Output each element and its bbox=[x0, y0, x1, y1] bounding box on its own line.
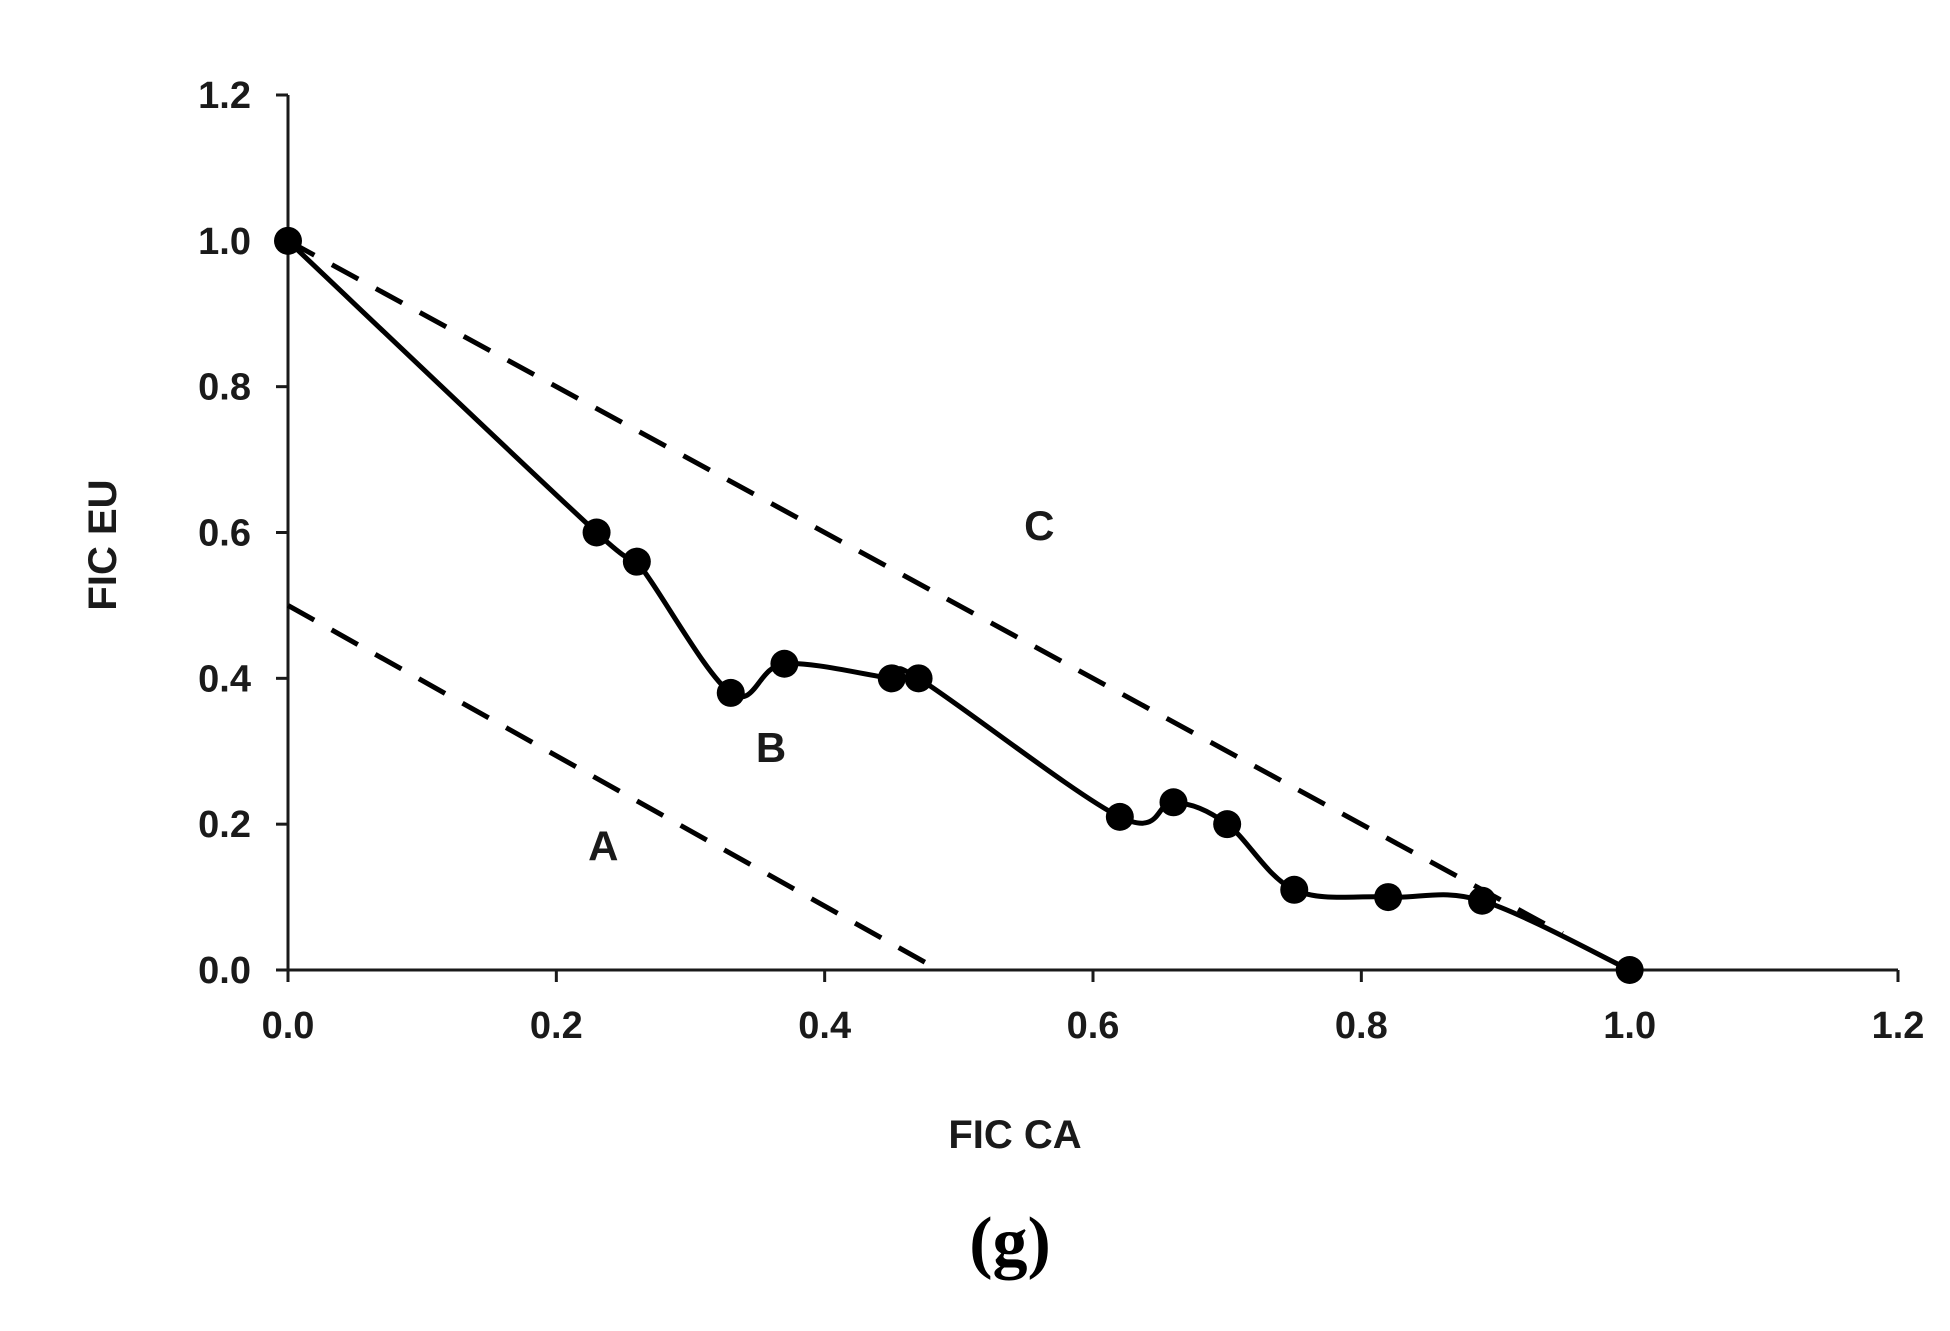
x-tick-label: 0.0 bbox=[262, 1005, 315, 1047]
data-point bbox=[770, 649, 799, 678]
data-point bbox=[1105, 802, 1134, 831]
data-point bbox=[1159, 788, 1188, 817]
synergy-line bbox=[286, 603, 940, 973]
data-point bbox=[622, 547, 651, 576]
data-point bbox=[1468, 886, 1497, 915]
x-axis-title: FIC CA bbox=[948, 1113, 1081, 1157]
additivity-line bbox=[286, 238, 1564, 936]
y-tick-label: 0.4 bbox=[198, 658, 251, 700]
y-tick-label: 0.2 bbox=[198, 804, 251, 846]
x-tick-label: 0.8 bbox=[1335, 1005, 1388, 1047]
x-tick-label: 0.2 bbox=[530, 1005, 583, 1047]
y-tick-label: 1.2 bbox=[198, 75, 251, 117]
y-ticks: 0.0 0.2 0.4 0.6 0.8 1.0 1.2 bbox=[198, 75, 288, 992]
data-point bbox=[582, 518, 611, 547]
axes: 0.0 0.2 0.4 0.6 0.8 1.0 1.2 0.0 0.2 0.4 0.6 0.8 1.0… bbox=[198, 75, 1924, 1047]
y-tick-label: 0.8 bbox=[198, 367, 251, 409]
series-markers bbox=[274, 226, 1644, 984]
panel-label: (g) bbox=[969, 1204, 1051, 1281]
data-point bbox=[877, 664, 906, 693]
x-tick-label: 0.6 bbox=[1067, 1005, 1120, 1047]
region-label-c: C bbox=[1024, 502, 1054, 549]
region-label-b: B bbox=[756, 724, 786, 771]
y-tick-label: 1.0 bbox=[198, 221, 251, 263]
y-tick-label: 0.0 bbox=[198, 950, 251, 992]
reference-lines bbox=[286, 238, 1564, 973]
region-labels: A B C bbox=[588, 502, 1054, 870]
data-point bbox=[1280, 875, 1309, 904]
data-point bbox=[904, 664, 933, 693]
data-point bbox=[1374, 883, 1403, 912]
x-tick-label: 1.2 bbox=[1872, 1005, 1925, 1047]
y-tick-label: 0.6 bbox=[198, 513, 251, 555]
region-label-a: A bbox=[588, 823, 618, 870]
x-tick-label: 1.0 bbox=[1603, 1005, 1656, 1047]
data-point bbox=[1213, 810, 1242, 839]
x-ticks: 0.0 0.2 0.4 0.6 0.8 1.0 1.2 bbox=[262, 970, 1925, 1047]
data-point bbox=[716, 678, 745, 707]
y-axis-title: FIC EU bbox=[81, 479, 125, 610]
x-tick-label: 0.4 bbox=[798, 1005, 851, 1047]
data-point bbox=[274, 226, 302, 255]
data-point bbox=[1615, 956, 1644, 984]
